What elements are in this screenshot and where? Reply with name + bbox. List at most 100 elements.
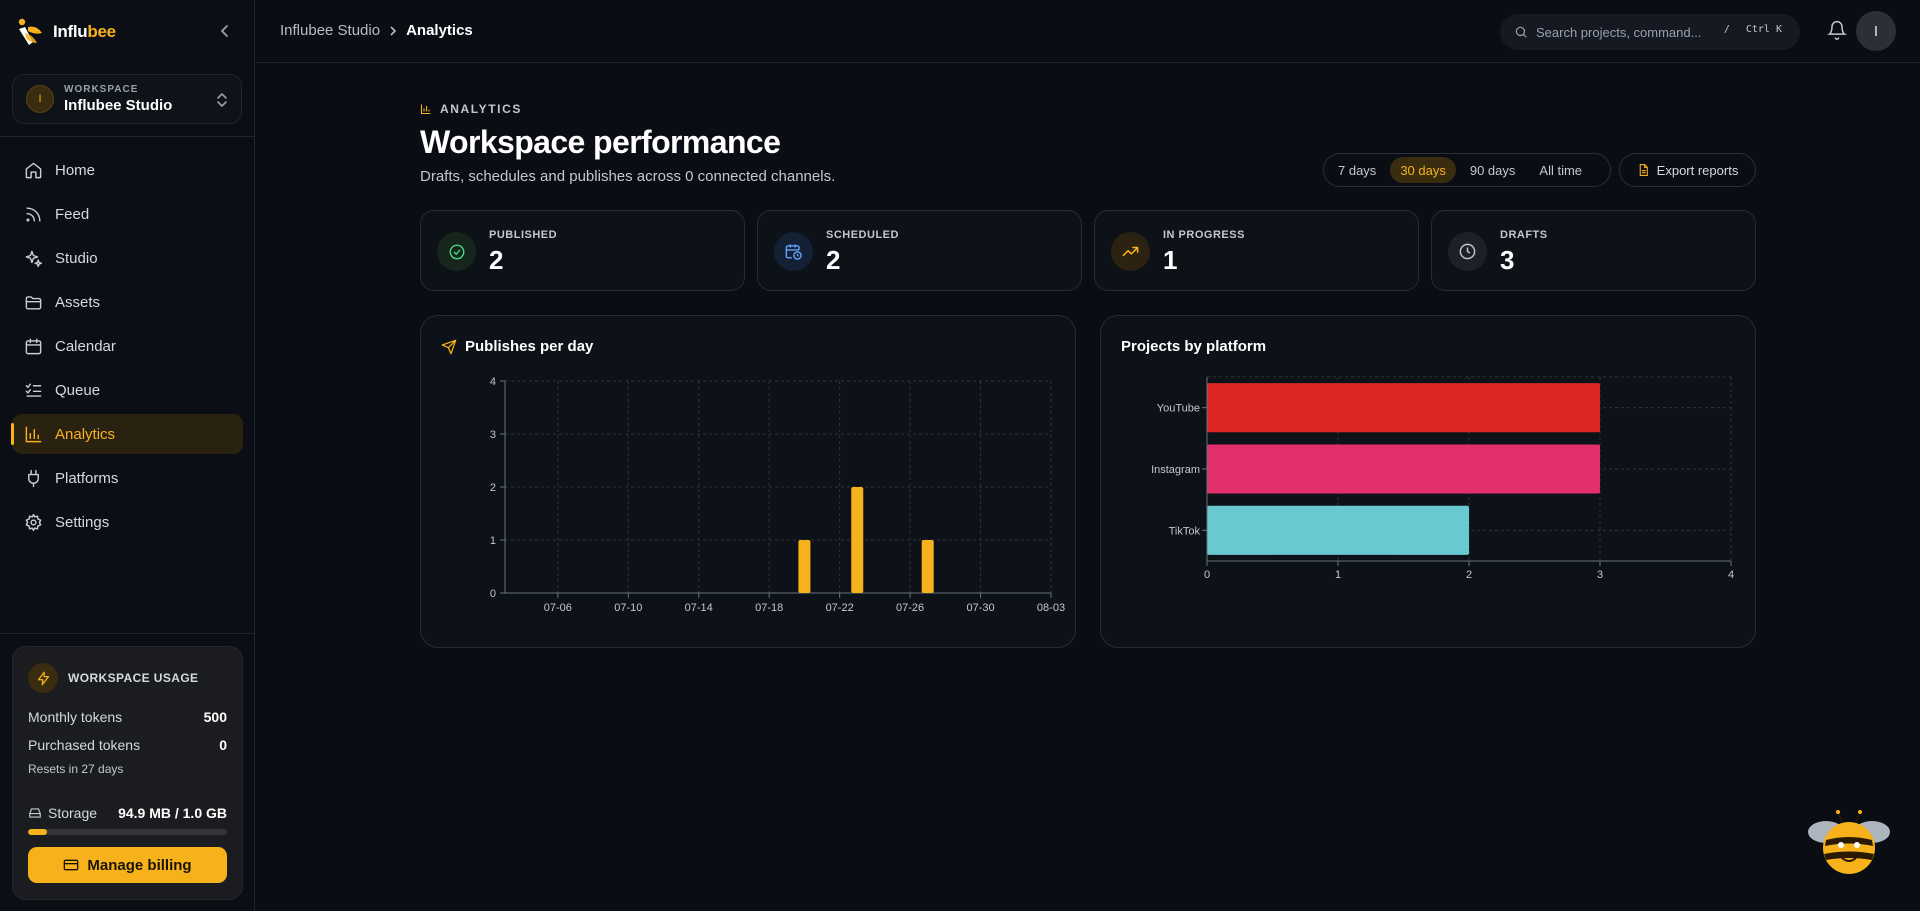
stat-value: 2: [489, 245, 504, 275]
sidebar-item-assets[interactable]: Assets: [12, 282, 243, 322]
collapse-sidebar-button[interactable]: [214, 20, 236, 42]
folder-icon: [25, 295, 42, 310]
stat-value: 2: [826, 245, 841, 275]
user-avatar[interactable]: I: [1856, 11, 1896, 51]
bar: [1207, 383, 1600, 433]
workspace-usage-card: WORKSPACE USAGE Monthly tokens 500 Purch…: [12, 646, 243, 900]
stat-card-published: PUBLISHED 2: [420, 210, 745, 291]
sidebar-item-queue[interactable]: Queue: [12, 370, 243, 410]
storage-label: Storage: [48, 805, 98, 821]
date-range-selector: 7 days 30 days 90 days All time: [1323, 153, 1611, 187]
x-tick-label: 4: [1728, 569, 1734, 581]
y-tick-label: TikTok: [1169, 525, 1201, 537]
stat-card-scheduled: SCHEDULED 2: [757, 210, 1082, 291]
sidebar-item-settings[interactable]: Settings: [12, 502, 243, 542]
sidebar-item-label: Assets: [55, 293, 101, 311]
sidebar-item-calendar[interactable]: Calendar: [12, 326, 243, 366]
card-title: Projects by platform: [1121, 338, 1266, 355]
export-reports-label: Export reports: [1656, 162, 1739, 178]
publishes-per-day-card: Publishes per day 0 1 2 3 4 07-06 07-10 07-14 07…: [420, 315, 1076, 648]
plug-icon: [28, 469, 39, 487]
bar: [798, 540, 811, 593]
top-bar: Influbee Studio Analytics Search project…: [256, 0, 1920, 63]
workspace-label: WORKSPACE: [64, 84, 139, 95]
list-checks-icon: [25, 382, 42, 397]
stat-label: PUBLISHED: [489, 229, 558, 241]
sidebar-item-analytics[interactable]: Analytics: [11, 414, 243, 454]
brand-logo[interactable]: Influbee: [15, 14, 116, 50]
stat-label: SCHEDULED: [826, 229, 899, 241]
bell-icon: [1827, 20, 1847, 40]
y-tick-label: 4: [490, 376, 496, 388]
range-option-all-time[interactable]: All time: [1539, 162, 1583, 178]
stat-label: IN PROGRESS: [1163, 229, 1245, 241]
purchased-tokens-value: 0: [219, 737, 227, 753]
x-tick-label: 1: [1335, 569, 1341, 581]
notifications-button[interactable]: [1827, 20, 1847, 45]
sidebar-nav: Home Feed Studio Assets Calendar Queue A…: [11, 150, 243, 546]
bar: [1207, 444, 1600, 494]
storage-row: Storage 94.9 MB / 1.0 GB: [28, 805, 227, 821]
sidebar-item-label: Calendar: [55, 337, 116, 355]
manage-billing-button[interactable]: Manage billing: [28, 847, 227, 883]
y-tick-label: Instagram: [1151, 464, 1200, 476]
file-icon: [1639, 164, 1648, 176]
page-title: Workspace performance: [420, 124, 781, 160]
x-tick-label: 08-03: [1037, 602, 1065, 614]
breadcrumb: Influbee Studio Analytics: [280, 22, 473, 39]
storage-value: 94.9 MB / 1.0 GB: [118, 805, 227, 821]
stat-label: DRAFTS: [1500, 229, 1548, 241]
search-input[interactable]: Search projects, command... / Ctrl K: [1500, 14, 1800, 50]
keyboard-shortcut: / Ctrl K: [1724, 24, 1782, 35]
chevron-right-icon: [390, 25, 397, 36]
publishes-bar-chart: 0 1 2 3 4 07-06 07-10 07-14 07-18 07-22 07-26 07-30…: [490, 376, 1065, 614]
export-reports-button[interactable]: Export reports: [1619, 153, 1756, 187]
search-placeholder: Search projects, command...: [1536, 24, 1702, 40]
x-tick-label: 0: [1204, 569, 1210, 581]
workspace-switcher[interactable]: I WORKSPACE Influbee Studio: [12, 74, 242, 124]
hard-drive-icon: [29, 808, 41, 818]
sidebar-item-platforms[interactable]: Platforms: [12, 458, 243, 498]
x-tick-label: 2: [1466, 569, 1472, 581]
sidebar-item-home[interactable]: Home: [12, 150, 243, 190]
x-tick-label: 07-14: [685, 602, 713, 614]
sidebar-item-feed[interactable]: Feed: [12, 194, 243, 234]
sidebar-item-label: Queue: [55, 381, 101, 399]
chart-title: Publishes per day: [465, 338, 594, 355]
usage-title: WORKSPACE USAGE: [68, 671, 199, 685]
range-option-30-days[interactable]: 30 days: [1390, 157, 1456, 183]
lightning-icon: [28, 663, 58, 693]
platforms-bar-chart: 0 1 2 3 4 YouTube Instagram TikTok: [1151, 376, 1734, 581]
manage-billing-label: Manage billing: [87, 856, 192, 874]
range-option-7-days[interactable]: 7 days: [1338, 162, 1377, 178]
breadcrumb-root[interactable]: Influbee Studio: [280, 22, 381, 39]
bar: [921, 540, 934, 593]
sparkles-icon: [25, 250, 43, 267]
check-circle-icon: [437, 232, 476, 271]
bee-logo-icon: [18, 18, 42, 45]
sidebar-item-label: Settings: [55, 513, 110, 531]
clock-icon: [1448, 232, 1487, 271]
bee-mascot-icon[interactable]: [1806, 808, 1892, 878]
monthly-tokens-row: Monthly tokens 500: [28, 709, 227, 725]
chart-title: Projects by platform: [1121, 338, 1267, 355]
kbd-ctrl-k: Ctrl K: [1745, 24, 1782, 35]
sidebar-item-studio[interactable]: Studio: [12, 238, 243, 278]
purchased-tokens-row: Purchased tokens 0: [28, 737, 227, 753]
projects-by-platform-card: Projects by platform 0 1 2 3 4 YouTube Instagr…: [1100, 315, 1756, 648]
sidebar-item-label: Home: [55, 161, 96, 179]
tokens-reset-text: Resets in 27 days: [28, 762, 124, 776]
section-eyebrow: ANALYTICS: [420, 102, 522, 116]
sidebar-item-label: Studio: [55, 249, 98, 267]
bar: [851, 487, 864, 593]
y-tick-label: 3: [490, 429, 496, 441]
workspace-name: Influbee Studio: [64, 97, 173, 114]
brand-name: Influbee: [53, 22, 116, 41]
stat-card-in-progress: IN PROGRESS 1: [1094, 210, 1419, 291]
monthly-tokens-value: 500: [203, 709, 227, 725]
purchased-tokens-label: Purchased tokens: [28, 737, 141, 753]
range-option-90-days[interactable]: 90 days: [1469, 162, 1516, 178]
chevron-left-icon: [220, 25, 228, 37]
sidebar-item-label: Platforms: [55, 469, 119, 487]
x-tick-label: 07-22: [826, 602, 854, 614]
